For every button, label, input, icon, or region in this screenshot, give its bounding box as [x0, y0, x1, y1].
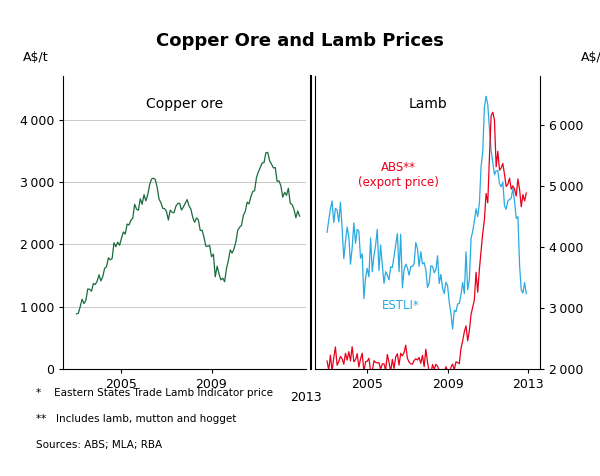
Text: **   Includes lamb, mutton and hogget: ** Includes lamb, mutton and hogget [36, 414, 236, 424]
Text: ESTLI*: ESTLI* [382, 298, 419, 312]
Text: A$/t: A$/t [581, 51, 600, 64]
Text: A$/t: A$/t [23, 51, 49, 64]
Text: 2013: 2013 [290, 391, 322, 404]
Text: *    Eastern States Trade Lamb Indicator price: * Eastern States Trade Lamb Indicator pr… [36, 388, 273, 398]
Text: ABS**
(export price): ABS** (export price) [358, 161, 439, 189]
Text: Sources: ABS; MLA; RBA: Sources: ABS; MLA; RBA [36, 440, 162, 450]
Text: Lamb: Lamb [408, 97, 447, 110]
Text: Copper Ore and Lamb Prices: Copper Ore and Lamb Prices [156, 32, 444, 50]
Text: Copper ore: Copper ore [146, 97, 223, 110]
